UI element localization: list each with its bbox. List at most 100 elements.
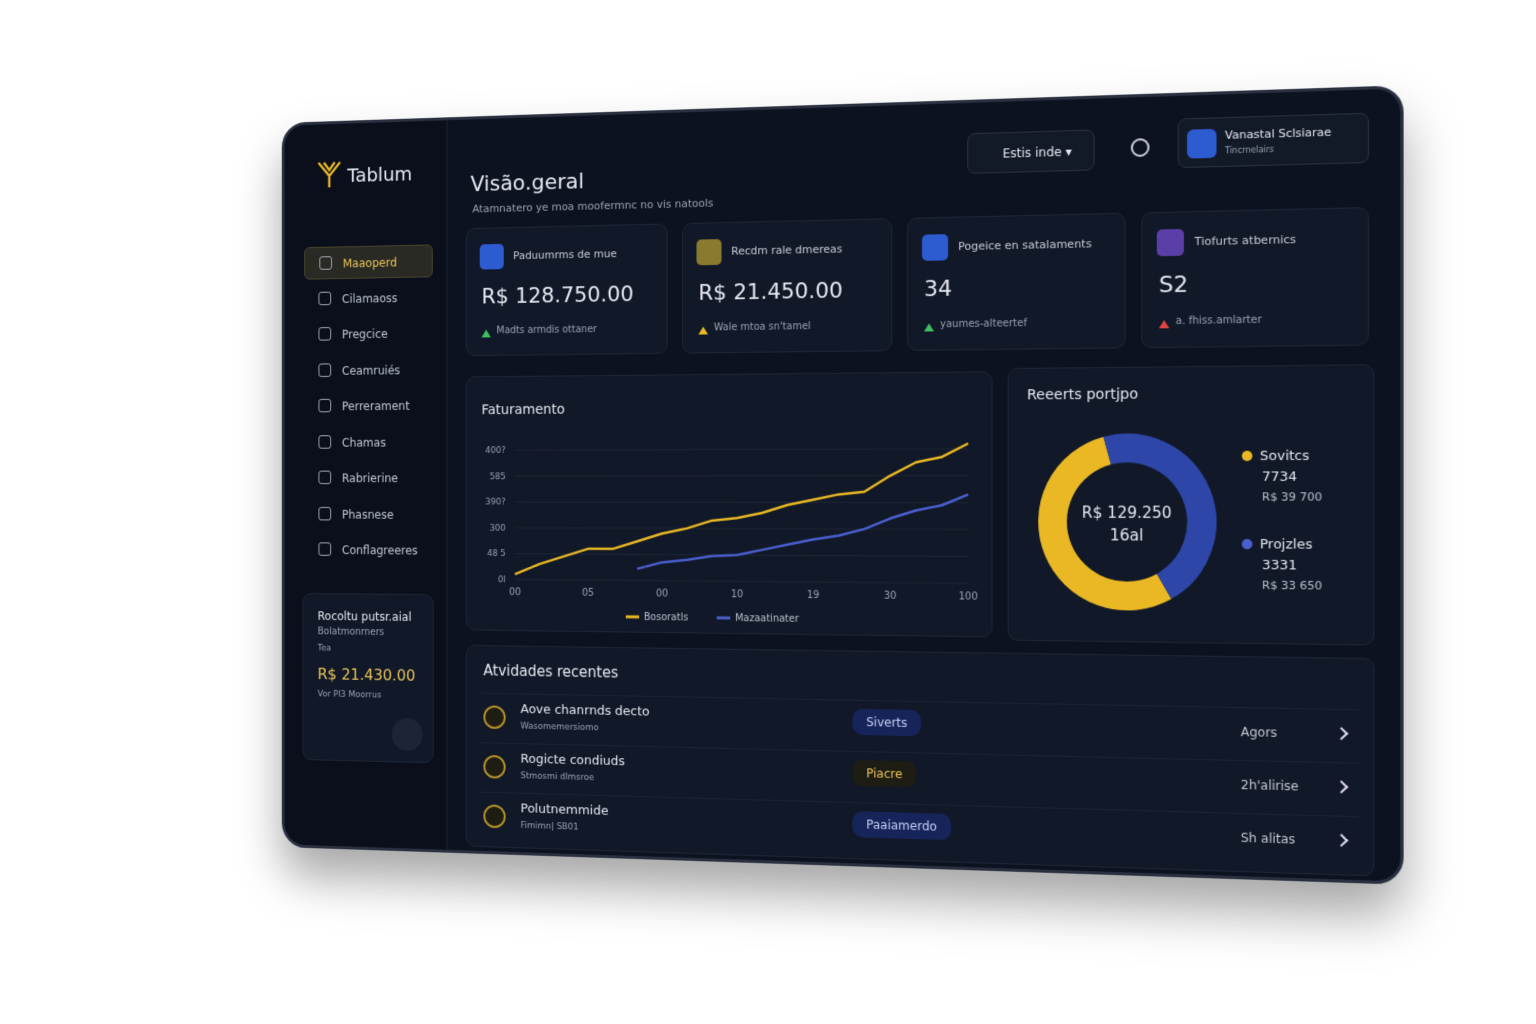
activity-title: Aove chanrnds decto <box>520 702 650 720</box>
y-tick-label: 0l <box>498 575 506 585</box>
dashboard-frame: Tablum Maaoperd Cilamaoss Pregcice Ceamruié… <box>281 85 1404 885</box>
nav-label: Rabrierine <box>341 471 399 485</box>
nav-label: Chamas <box>341 435 386 450</box>
legend-label: Mazaatinater <box>735 613 799 625</box>
activity-time: Sh alitas <box>1240 830 1296 847</box>
activity-subtitle: Fimimn| SB01 <box>520 821 579 833</box>
activity-tag: Siverts <box>852 708 922 737</box>
page-subtitle: Atamnatero ye moa moofermnc no vis natoo… <box>472 196 714 216</box>
kpi-note: yaumes-alteertef <box>940 317 1027 331</box>
donut-segment <box>1053 450 1165 596</box>
activity-chevron <box>1334 780 1349 794</box>
filter-label: Estis inde <box>1002 144 1062 161</box>
activity-tag: Piacre <box>852 759 917 788</box>
legend-dot <box>1241 450 1253 462</box>
nav-label: Perrerament <box>341 399 410 414</box>
revenue-card: Faturamento 0l 48 5 300 390? 585 400? 00 05 00 10… <box>465 371 993 638</box>
notification-icon[interactable] <box>1130 138 1150 158</box>
page-title: Visão.geral <box>470 169 585 198</box>
activities-title: Atvidades recentes <box>483 661 619 682</box>
balance-card: Rocoltu putsr.aial Bolatmonrners Tea R$ … <box>302 592 434 764</box>
grid-line <box>515 579 968 583</box>
kpi-icon <box>479 243 504 270</box>
legend-dot <box>1241 538 1253 550</box>
brand-logo <box>317 160 342 189</box>
kpi-trend <box>698 326 709 335</box>
activity-icon <box>483 705 506 730</box>
legend-name: Sovitcs <box>1260 447 1310 463</box>
nav-label: Conflagreeres <box>341 543 418 558</box>
nav-label: Pregcice <box>341 327 388 342</box>
nav-item[interactable]: Maaoperd <box>304 244 433 280</box>
series-line <box>515 443 968 577</box>
kpi-value: R$ 21.450.00 <box>698 278 843 306</box>
portfolio-card: Reeerts portjpo R$ 129.250 16al Sovitcs 773… <box>1007 364 1375 645</box>
kpi-value: S2 <box>1158 272 1189 299</box>
x-tick-label: 00 <box>656 588 668 599</box>
kpi-value: R$ 128.750.00 <box>481 282 634 310</box>
legend-amount: R$ 39 700 <box>1262 490 1323 504</box>
activity-chevron <box>1334 726 1349 741</box>
activity-subtitle: Wasomemersiomo <box>520 721 599 734</box>
legend-name: Projzles <box>1260 535 1313 551</box>
nav-item[interactable]: Phasnese <box>304 498 433 531</box>
user-avatar <box>1187 128 1217 159</box>
nav-item[interactable]: Rabrierine <box>304 462 433 495</box>
dashboard: Tablum Maaoperd Cilamaoss Pregcice Ceamruié… <box>281 85 1404 885</box>
kpi-card: Recdm rale dmereas R$ 21.450.00 Wale mtoa … <box>682 218 893 354</box>
balance-button[interactable] <box>391 717 423 752</box>
activity-subtitle: Stmosmi dlmsroe <box>520 771 595 784</box>
nav-item[interactable]: Pregcice <box>304 317 433 351</box>
legend-amount: R$ 33 650 <box>1262 578 1323 593</box>
balance-amount: R$ 21.430.00 <box>317 664 416 685</box>
series-line <box>637 494 968 571</box>
balance-footnote: Vor PI3 Moorrus <box>317 689 382 701</box>
x-tick-label: 10 <box>731 589 743 600</box>
nav-icon <box>318 506 332 520</box>
x-tick-label: 30 <box>884 590 897 602</box>
kpi-trend <box>924 323 935 332</box>
legend-label: Bosoratls <box>644 612 688 624</box>
nav-icon <box>318 291 332 305</box>
kpi-note: a. fhiss.amlarter <box>1175 314 1262 328</box>
kpi-label: Paduumrms de mue <box>513 247 617 263</box>
filter-dropdown[interactable]: Estis inde ▾ <box>967 129 1095 174</box>
nav-label: Phasnese <box>341 507 394 522</box>
nav-label: Maaoperd <box>342 255 397 271</box>
nav-item[interactable]: Chamas <box>304 426 433 459</box>
nav-item[interactable]: Conflagreeres <box>304 534 433 567</box>
x-tick-label: 05 <box>582 588 594 599</box>
nav-item[interactable]: Cilamaoss <box>304 281 433 316</box>
y-tick-label: 400? <box>485 446 505 456</box>
nav-icon <box>318 327 332 341</box>
user-name: Vanastal Sclsiarae <box>1224 125 1332 143</box>
donut-center-label: 16al <box>1110 528 1144 545</box>
nav-item[interactable]: Perrerament <box>304 389 433 423</box>
y-tick-label: 390? <box>485 498 505 508</box>
kpi-card: Tiofurts atbernics S2 a. fhiss.amlarter <box>1141 207 1369 349</box>
kpi-trend <box>481 329 491 338</box>
revenue-chart: 0l 48 5 300 390? 585 400? 00 05 00 10 19 30 100 Bosor… <box>485 372 978 625</box>
grid-line <box>515 502 968 503</box>
activity-title: Rogicte condiuds <box>520 751 625 770</box>
activity-time: Agors <box>1240 724 1278 741</box>
donut-center-label: R$ 129.250 <box>1082 505 1172 522</box>
activity-time: 2h'alirise <box>1240 777 1299 794</box>
nav-icon <box>318 362 332 377</box>
balance-title: Rocoltu putsr.aial <box>317 609 412 624</box>
balance-note: Tea <box>317 643 332 654</box>
kpi-note: Wale mtoa sn'tamel <box>713 321 811 334</box>
balance-subtitle: Bolatmonrners <box>317 626 385 638</box>
user-role: Tincrnelairs <box>1224 144 1274 156</box>
activity-chevron <box>1334 833 1349 847</box>
nav-label: Ceamruiés <box>341 363 401 378</box>
activity-icon <box>483 754 506 779</box>
user-menu[interactable]: Vanastal Sclsiarae Tincrnelairs <box>1177 112 1369 169</box>
kpi-label: Pogeice en satalaments <box>958 237 1092 254</box>
grid-line <box>515 528 968 530</box>
activity-icon <box>483 804 506 829</box>
nav-item[interactable]: Ceamruiés <box>304 353 433 387</box>
y-tick-label: 585 <box>490 472 506 482</box>
x-tick-label: 19 <box>807 590 819 601</box>
